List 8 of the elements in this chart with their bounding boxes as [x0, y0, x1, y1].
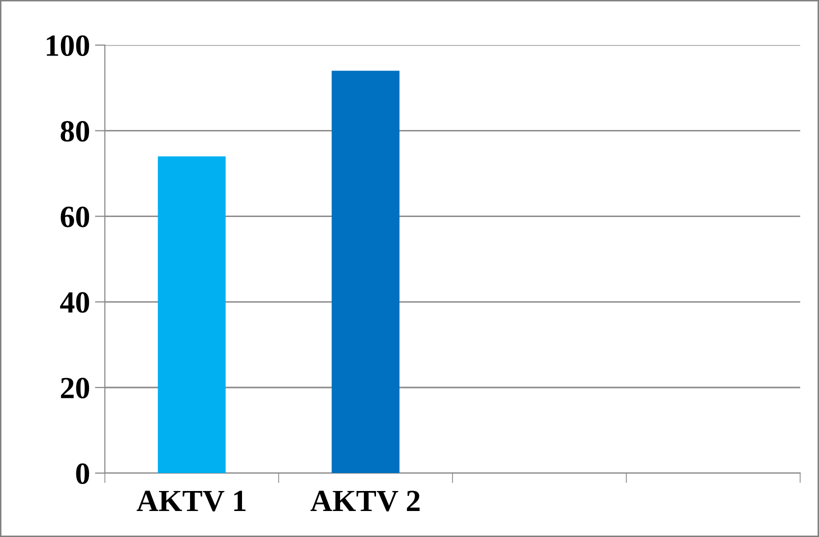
y-tick-label: 0 — [76, 463, 90, 484]
x-tick-label: AKTV 2 — [310, 490, 420, 512]
y-tick-label: 60 — [60, 206, 90, 228]
y-tick-label: 40 — [60, 292, 90, 313]
y-tick-label: 20 — [60, 378, 90, 398]
y-tick-label: 80 — [60, 120, 90, 142]
y-tick-label: 100 — [46, 35, 90, 56]
x-tick-label: AKTV 1 — [136, 490, 246, 512]
